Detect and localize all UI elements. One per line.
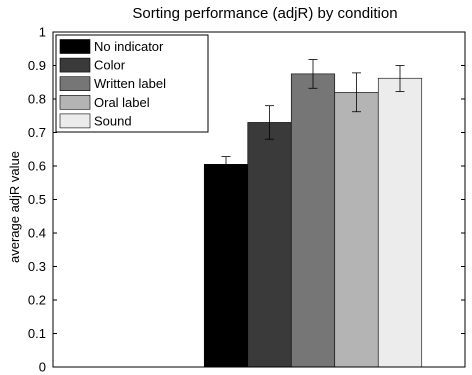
bar-sound	[377, 77, 423, 368]
legend-swatch	[59, 39, 91, 54]
bar-color	[247, 122, 292, 368]
legend-swatch	[59, 57, 91, 73]
y-tick-label: 0.8	[28, 92, 46, 107]
legend: No indicator Color Written label Oral label…	[55, 34, 209, 133]
y-tick-label: 0.2	[28, 293, 46, 308]
legend-label: No indicator	[94, 39, 164, 54]
legend-label: Sound	[94, 113, 132, 128]
y-tick-label: 0	[39, 360, 46, 375]
legend-label: Written label	[94, 76, 166, 91]
plot-frame	[52, 31, 466, 368]
error-bar-color	[265, 105, 274, 140]
legend-swatch	[59, 95, 91, 110]
y-tick-label: 0.6	[28, 159, 46, 174]
error-bar-group	[221, 59, 405, 173]
y-tick-label: 0.3	[28, 259, 46, 274]
error-bar-no-indicator	[221, 156, 231, 173]
bar-written-label	[290, 73, 336, 368]
bar-group	[203, 73, 423, 368]
y-axis-ticks: 0 0.1 0.2 0.3 0.4 0.5 0.6 0.7 0.8 0.9 1	[28, 25, 465, 375]
y-tick-label: 0.7	[28, 125, 46, 140]
y-tick-label: 0.4	[28, 226, 46, 241]
error-bar-oral-label	[352, 72, 361, 113]
y-tick-label: 0.5	[28, 192, 46, 207]
y-tick-label: 1	[39, 25, 46, 40]
error-bar-written-label	[308, 59, 318, 89]
error-bar-sound	[395, 65, 405, 93]
legend-swatch	[59, 76, 91, 91]
chart-title: Sorting performance (adjR) by condition	[132, 5, 397, 22]
y-tick-label: 0.9	[28, 58, 46, 73]
y-axis-label: average adjR value	[7, 151, 22, 263]
bar-no-indicator	[203, 164, 249, 368]
bar-oral-label	[334, 92, 379, 368]
y-tick-label: 0.1	[28, 326, 46, 341]
legend-swatch	[59, 113, 91, 129]
legend-label: Color	[94, 58, 126, 73]
legend-label: Oral label	[94, 95, 150, 110]
